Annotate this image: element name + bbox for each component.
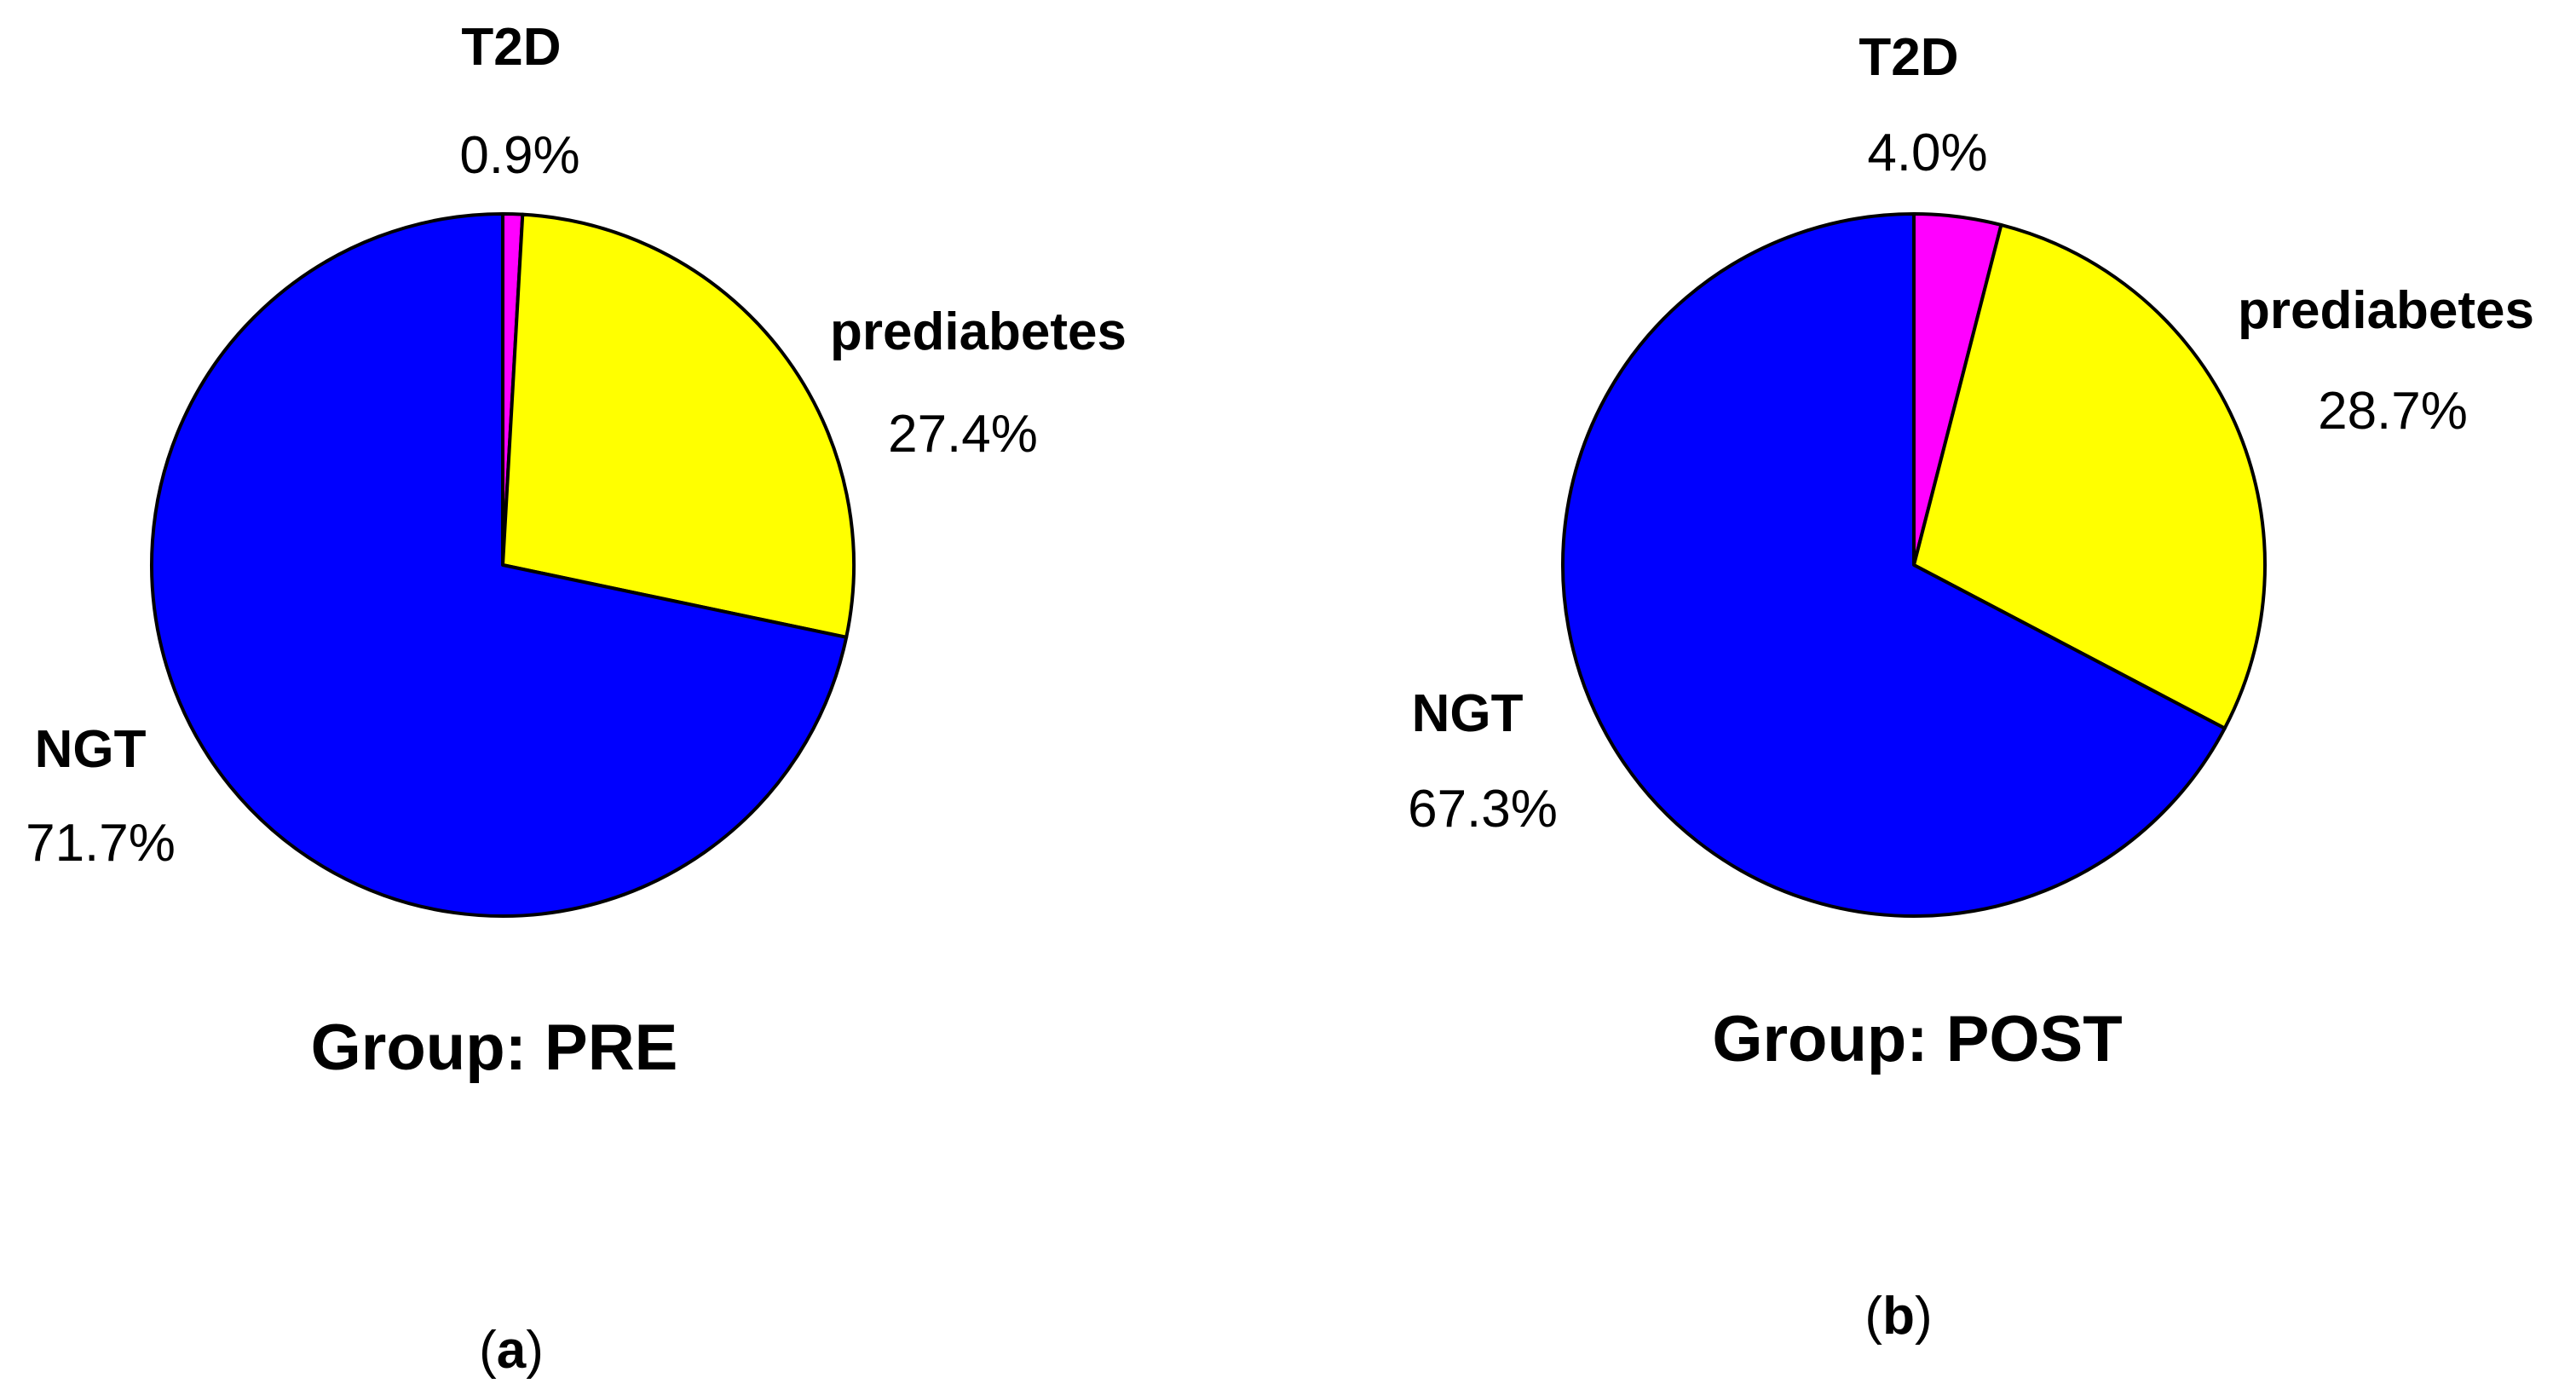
value-t2d-post: 4.0% <box>1867 124 1987 182</box>
value-prediabetes-pre: 27.4% <box>888 405 1038 464</box>
label-t2d-pre: T2D <box>461 18 561 77</box>
chart-title-post: Group: POST <box>1712 1003 2122 1075</box>
label-ngt-pre: NGT <box>35 720 147 779</box>
label-ngt-post: NGT <box>1412 684 1524 743</box>
label-prediabetes-pre: prediabetes <box>830 303 1127 361</box>
panel-tag-a: (a) <box>479 1321 544 1380</box>
chart-title-pre: Group: PRE <box>311 1012 678 1084</box>
value-ngt-post: 67.3% <box>1408 780 1558 839</box>
label-prediabetes-post: prediabetes <box>2238 281 2534 340</box>
panel-tag-b: (b) <box>1864 1287 1932 1346</box>
pie-slice-prediabetes-post <box>1912 222 2267 730</box>
pie-slices-post <box>1561 212 2267 918</box>
pie-slice-ngt-pre <box>150 212 849 918</box>
value-ngt-pre: 71.7% <box>26 814 176 873</box>
value-t2d-pre: 0.9% <box>459 126 579 185</box>
pie-slice-prediabetes-pre <box>501 212 856 639</box>
label-t2d-post: T2D <box>1859 28 1958 87</box>
pie-slice-ngt-post <box>1561 212 2227 918</box>
pie-slices-pre <box>150 212 856 918</box>
pie-panel-pre: T2D 0.9% prediabetes 27.4% NGT 71.7% Gro… <box>26 18 1127 1380</box>
value-prediabetes-post: 28.7% <box>2318 382 2468 441</box>
pie-panel-post: T2D 4.0% prediabetes 28.7% NGT 67.3% Gro… <box>1408 28 2534 1346</box>
